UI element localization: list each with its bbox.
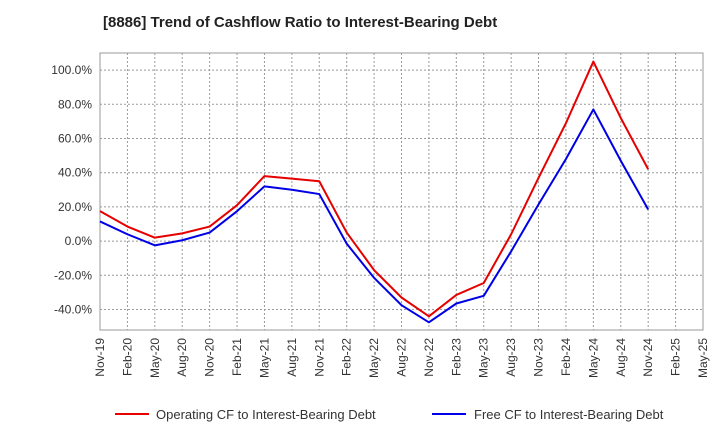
legend-label-1: Operating CF to Interest-Bearing Debt bbox=[156, 407, 376, 422]
x-tick-label: May-25 bbox=[696, 338, 710, 378]
y-tick-label: 0.0% bbox=[65, 234, 93, 248]
x-tick-label: Feb-20 bbox=[120, 338, 134, 376]
plot-frame bbox=[99, 52, 704, 331]
y-axis: -40.0% -20.0% 0.0% 20.0% 40.0% 60.0% 80.0% 100.… bbox=[51, 63, 92, 316]
series-lines bbox=[99, 60, 650, 324]
x-tick-label: Nov-19 bbox=[93, 338, 107, 377]
x-axis: Nov-19 Feb-20 May-20 Aug-20 Nov-20 Feb-21 May-… bbox=[93, 338, 710, 378]
x-tick-label: Aug-22 bbox=[395, 338, 409, 377]
y-tick-label: 100.0% bbox=[51, 63, 92, 77]
series-line-1 bbox=[99, 60, 650, 318]
x-tick-label: Nov-20 bbox=[203, 338, 217, 377]
chart-title: [8886] Trend of Cashflow Ratio to Intere… bbox=[103, 14, 498, 31]
y-tick-label: 80.0% bbox=[58, 97, 92, 111]
y-tick-label: -40.0% bbox=[54, 302, 92, 316]
x-tick-label: Nov-21 bbox=[312, 338, 326, 377]
x-tick-label: May-23 bbox=[477, 338, 491, 378]
x-tick-label: Nov-23 bbox=[532, 338, 546, 377]
x-tick-label: Aug-23 bbox=[504, 338, 518, 377]
legend-label-2: Free CF to Interest-Bearing Debt bbox=[474, 407, 664, 422]
x-tick-label: May-21 bbox=[257, 338, 271, 378]
legend: Operating CF to Interest-Bearing Debt Fre… bbox=[115, 407, 664, 422]
y-tick-label: 40.0% bbox=[58, 166, 92, 180]
x-tick-label: Nov-22 bbox=[422, 338, 436, 377]
x-tick-label: Feb-21 bbox=[230, 338, 244, 376]
x-tick-label: Feb-23 bbox=[449, 338, 463, 376]
y-tick-label: 60.0% bbox=[58, 131, 92, 145]
x-tick-label: Feb-25 bbox=[669, 338, 683, 376]
x-tick-label: Aug-21 bbox=[285, 338, 299, 377]
series-line-2 bbox=[99, 108, 650, 324]
x-tick-label: Aug-20 bbox=[175, 338, 189, 377]
x-tick-label: May-20 bbox=[148, 338, 162, 378]
x-tick-label: Feb-24 bbox=[559, 338, 573, 376]
x-tick-label: Feb-22 bbox=[340, 338, 354, 376]
x-tick-label: May-22 bbox=[367, 338, 381, 378]
grid bbox=[99, 53, 704, 330]
x-tick-label: May-24 bbox=[586, 338, 600, 378]
y-tick-label: -20.0% bbox=[54, 268, 92, 282]
y-tick-label: 20.0% bbox=[58, 200, 92, 214]
x-tick-label: Nov-24 bbox=[641, 338, 655, 377]
x-tick-label: Aug-24 bbox=[614, 338, 628, 377]
